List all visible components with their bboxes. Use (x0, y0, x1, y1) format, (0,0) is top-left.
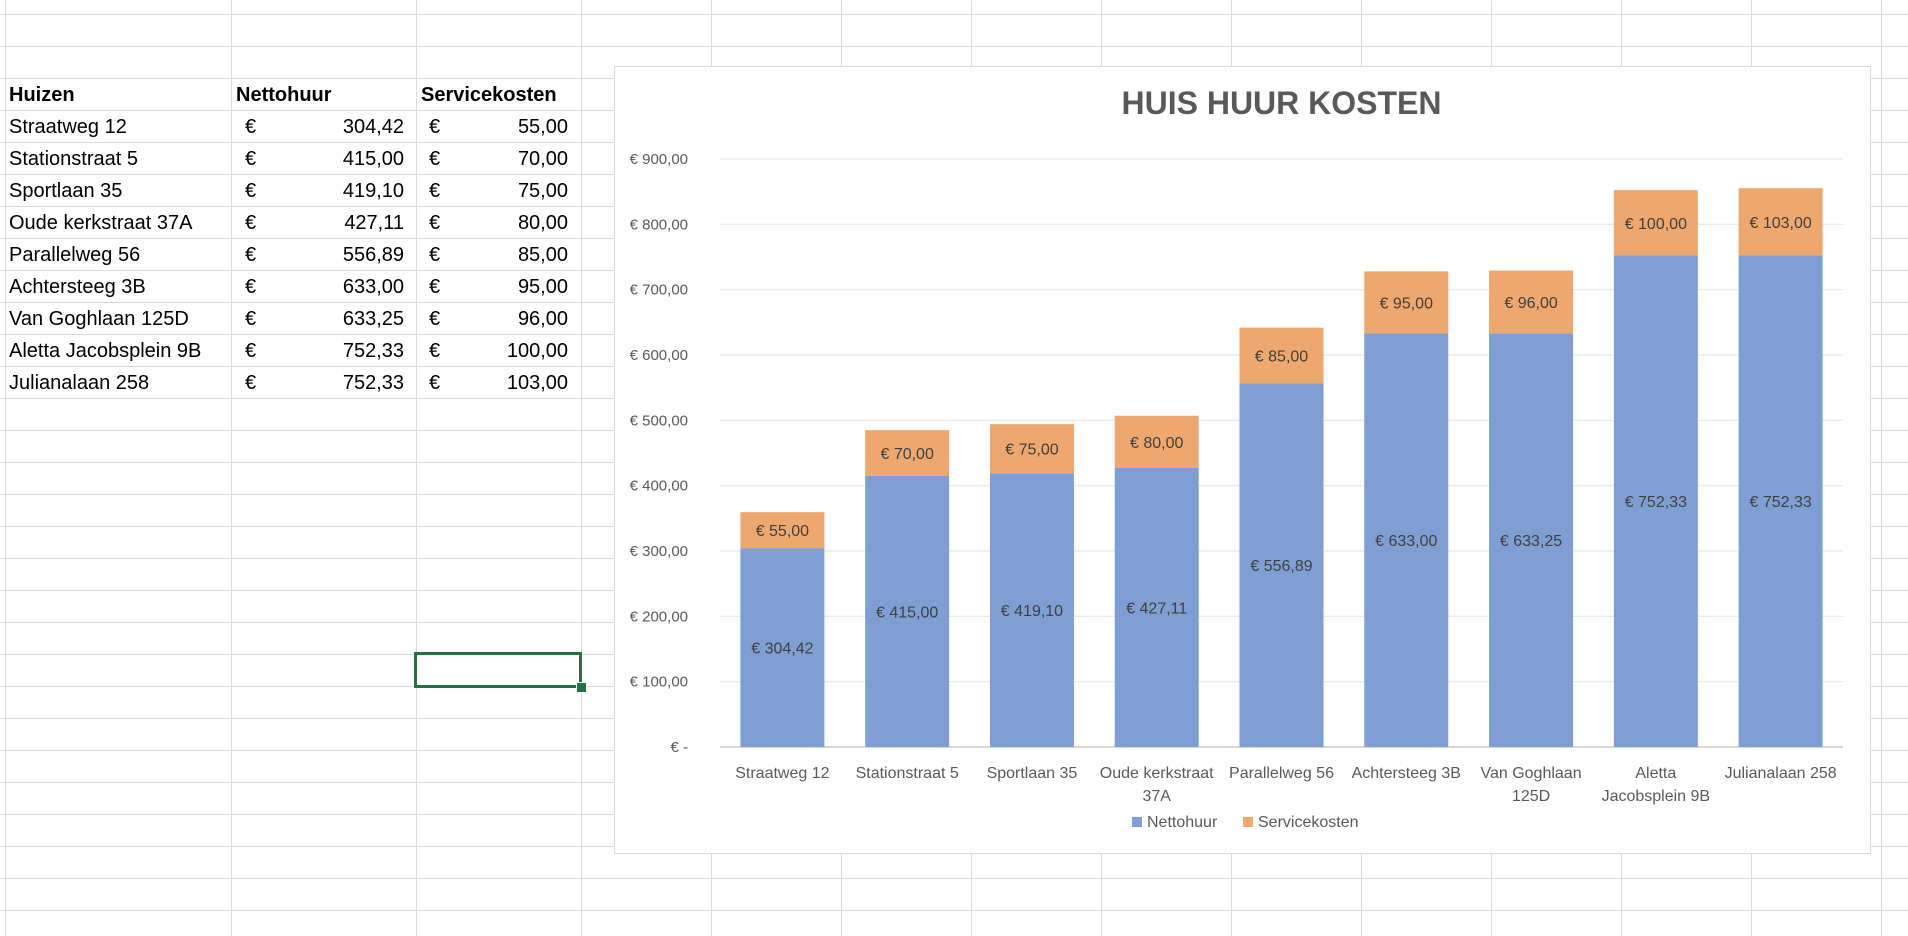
y-tick-label: € 700,00 (630, 282, 688, 299)
cell-servicekosten[interactable]: 103,00 (444, 371, 568, 395)
chart-container[interactable]: HUIS HUUR KOSTEN € - € 100,00 € 200,00 € 300… (614, 66, 1871, 854)
cell-nettohuur[interactable]: 419,10 (260, 179, 404, 203)
x-category-label: 37A (1142, 788, 1171, 805)
data-label-servicekosten: € 100,00 (1625, 216, 1687, 233)
cell-currency-symbol[interactable]: € (245, 147, 256, 171)
fill-handle[interactable] (576, 682, 587, 693)
y-tick-label: € 300,00 (630, 543, 688, 560)
y-tick-label: € 200,00 (630, 608, 688, 625)
y-tick-label: € 400,00 (630, 478, 688, 495)
chart-title: HUIS HUUR KOSTEN (1121, 85, 1441, 121)
cell-servicekosten[interactable]: 85,00 (444, 243, 568, 267)
cell-house[interactable]: Sportlaan 35 (9, 179, 122, 203)
cell-currency-symbol[interactable]: € (429, 243, 440, 267)
cell-currency-symbol[interactable]: € (245, 211, 256, 235)
stacked-bar-chart: HUIS HUUR KOSTEN € - € 100,00 € 200,00 € 300… (615, 67, 1870, 853)
data-label-servicekosten: € 95,00 (1380, 295, 1433, 312)
header-nettohuur[interactable]: Nettohuur (236, 83, 332, 107)
cell-nettohuur[interactable]: 304,42 (260, 115, 404, 139)
data-label-nettohuur: € 752,33 (1625, 494, 1687, 511)
cell-servicekosten[interactable]: 70,00 (444, 147, 568, 171)
cell-nettohuur[interactable]: 556,89 (260, 243, 404, 267)
y-tick-label: € 800,00 (630, 216, 688, 233)
cell-nettohuur[interactable]: 752,33 (260, 339, 404, 363)
cell-currency-symbol[interactable]: € (245, 339, 256, 363)
cell-house[interactable]: Oude kerkstraat 37A (9, 211, 192, 235)
x-category-label: Sportlaan 35 (987, 765, 1078, 782)
x-category-label: Oude kerkstraat (1100, 765, 1214, 782)
cell-currency-symbol[interactable]: € (429, 179, 440, 203)
x-category-label: Achtersteeg 3B (1352, 765, 1461, 782)
data-label-servicekosten: € 85,00 (1255, 348, 1308, 365)
data-label-nettohuur: € 419,10 (1001, 603, 1063, 620)
cell-house[interactable]: Straatweg 12 (9, 115, 127, 139)
cell-house[interactable]: Parallelweg 56 (9, 243, 140, 267)
header-huizen[interactable]: Huizen (9, 83, 75, 107)
x-category-label: 125D (1512, 788, 1550, 805)
data-label-nettohuur: € 415,00 (876, 604, 938, 621)
data-label-servicekosten: € 55,00 (756, 523, 809, 540)
cell-currency-symbol[interactable]: € (245, 371, 256, 395)
data-label-nettohuur: € 427,11 (1126, 600, 1187, 617)
data-label-nettohuur: € 556,89 (1250, 558, 1312, 575)
x-category-label: Van Goghlaan (1480, 765, 1581, 782)
x-category-label: Aletta (1635, 765, 1676, 782)
data-label-servicekosten: € 96,00 (1504, 295, 1557, 312)
y-tick-label: € 600,00 (630, 347, 688, 364)
cell-servicekosten[interactable]: 95,00 (444, 275, 568, 299)
cell-currency-symbol[interactable]: € (429, 115, 440, 139)
legend-swatch-servicekosten (1243, 817, 1253, 827)
cell-currency-symbol[interactable]: € (429, 371, 440, 395)
cell-currency-symbol[interactable]: € (245, 243, 256, 267)
cell-currency-symbol[interactable]: € (429, 275, 440, 299)
cell-nettohuur[interactable]: 752,33 (260, 371, 404, 395)
cell-nettohuur[interactable]: 427,11 (260, 211, 404, 235)
data-label-nettohuur: € 633,25 (1500, 533, 1562, 550)
data-label-nettohuur: € 752,33 (1749, 494, 1811, 511)
header-servicekosten[interactable]: Servicekosten (421, 83, 557, 107)
x-category-label: Parallelweg 56 (1229, 765, 1334, 782)
x-category-label: Julianalaan 258 (1725, 765, 1837, 782)
data-label-servicekosten: € 75,00 (1005, 442, 1058, 459)
legend-label-nettohuur: Nettohuur (1147, 814, 1218, 831)
data-label-servicekosten: € 103,00 (1749, 215, 1811, 232)
legend-label-servicekosten: Servicekosten (1258, 814, 1359, 831)
cell-servicekosten[interactable]: 80,00 (444, 211, 568, 235)
cell-currency-symbol[interactable]: € (245, 179, 256, 203)
cell-nettohuur[interactable]: 633,00 (260, 275, 404, 299)
cell-house[interactable]: Julianalaan 258 (9, 371, 149, 395)
data-label-servicekosten: € 70,00 (880, 446, 933, 463)
cell-house[interactable]: Achtersteeg 3B (9, 275, 146, 299)
cell-currency-symbol[interactable]: € (245, 307, 256, 331)
cell-nettohuur[interactable]: 633,25 (260, 307, 404, 331)
y-tick-label: € 900,00 (630, 151, 688, 168)
legend-swatch-nettohuur (1132, 817, 1142, 827)
cell-house[interactable]: Aletta Jacobsplein 9B (9, 339, 201, 363)
cell-currency-symbol[interactable]: € (245, 115, 256, 139)
active-cell-selection[interactable] (414, 652, 582, 688)
x-category-label: Straatweg 12 (735, 765, 829, 782)
y-tick-label: € - (670, 739, 688, 756)
cell-currency-symbol[interactable]: € (429, 211, 440, 235)
cell-house[interactable]: Stationstraat 5 (9, 147, 138, 171)
data-label-servicekosten: € 80,00 (1130, 435, 1183, 452)
x-category-label: Stationstraat 5 (856, 765, 959, 782)
cell-servicekosten[interactable]: 96,00 (444, 307, 568, 331)
cell-currency-symbol[interactable]: € (429, 147, 440, 171)
cell-currency-symbol[interactable]: € (429, 307, 440, 331)
data-label-nettohuur: € 633,00 (1375, 533, 1437, 550)
cell-servicekosten[interactable]: 100,00 (444, 339, 568, 363)
cell-currency-symbol[interactable]: € (245, 275, 256, 299)
cell-servicekosten[interactable]: 55,00 (444, 115, 568, 139)
x-category-label: Jacobsplein 9B (1602, 788, 1711, 805)
cell-house[interactable]: Van Goghlaan 125D (9, 307, 189, 331)
y-tick-label: € 500,00 (630, 412, 688, 429)
data-label-nettohuur: € 304,42 (751, 641, 813, 658)
cell-currency-symbol[interactable]: € (429, 339, 440, 363)
y-tick-label: € 100,00 (630, 674, 688, 691)
cell-nettohuur[interactable]: 415,00 (260, 147, 404, 171)
cell-servicekosten[interactable]: 75,00 (444, 179, 568, 203)
